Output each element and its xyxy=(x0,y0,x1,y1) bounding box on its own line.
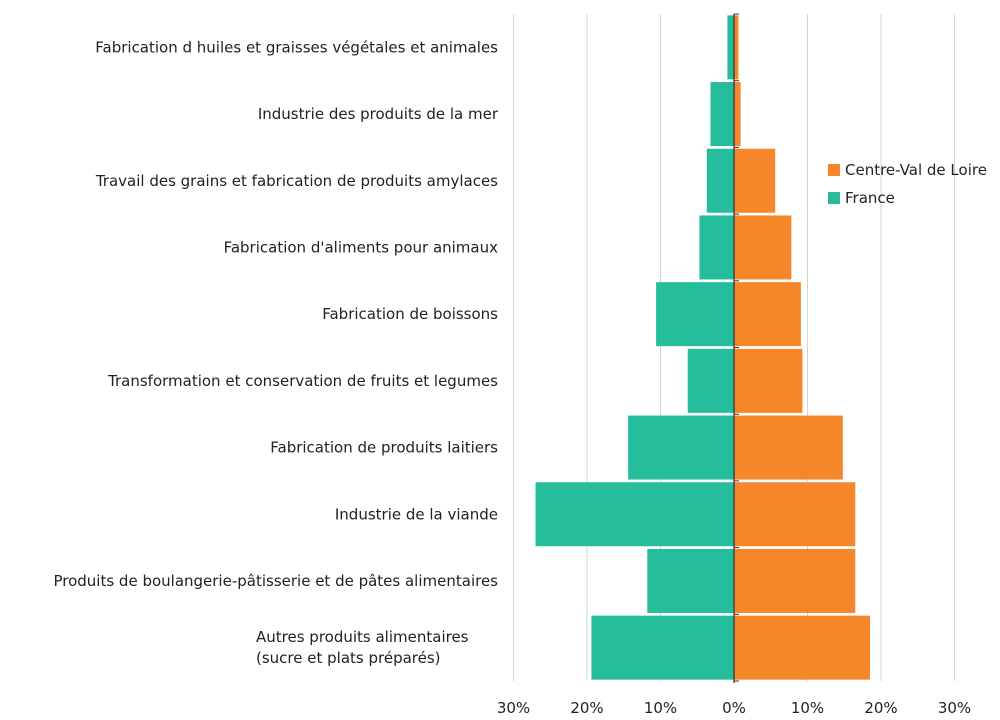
bar-centre-val-de-loire xyxy=(734,415,843,480)
category-label: (sucre et plats préparés) xyxy=(256,649,441,667)
bar-france xyxy=(656,282,734,347)
bar-centre-val-de-loire xyxy=(734,548,856,613)
bars xyxy=(535,15,870,680)
category-label: Travail des grains et fabrication de pro… xyxy=(95,172,498,190)
x-tick-label: 0% xyxy=(722,699,746,717)
category-label: Fabrication d huiles et graisses végétal… xyxy=(95,38,498,56)
legend: Centre-Val de Loire France xyxy=(828,161,987,207)
bar-france xyxy=(710,82,734,147)
bar-centre-val-de-loire xyxy=(734,482,856,547)
x-tick-label: 20% xyxy=(864,699,897,717)
x-tick-label: 30% xyxy=(497,699,530,717)
bar-france xyxy=(706,148,734,213)
bar-france xyxy=(535,482,734,547)
category-label: Autres produits alimentaires xyxy=(256,628,469,646)
bar-france xyxy=(699,215,734,280)
x-tick-label: 30% xyxy=(938,699,971,717)
category-label: Transformation et conservation de fruits… xyxy=(107,372,498,390)
legend-swatch xyxy=(828,164,840,176)
legend-label: Centre-Val de Loire xyxy=(845,161,987,179)
bar-france xyxy=(628,415,734,480)
x-tick-label: 20% xyxy=(570,699,603,717)
legend-swatch xyxy=(828,192,840,204)
category-labels: Fabrication d huiles et graisses végétal… xyxy=(53,38,498,667)
bar-centre-val-de-loire xyxy=(734,15,739,80)
bar-centre-val-de-loire xyxy=(734,215,792,280)
gridlines xyxy=(513,14,955,681)
bar-centre-val-de-loire xyxy=(734,615,870,680)
x-tick-label: 10% xyxy=(791,699,824,717)
category-label: Fabrication d'aliments pour animaux xyxy=(224,238,499,256)
category-label: Fabrication de boissons xyxy=(322,305,498,323)
center-axis xyxy=(733,13,739,683)
x-tick-labels: 30% 20% 10% 0% 10% 20% 30% xyxy=(497,699,971,717)
legend-label: France xyxy=(845,189,895,207)
bar-france xyxy=(687,348,734,413)
category-label: Industrie de la viande xyxy=(335,505,498,523)
category-label: Produits de boulangerie-pâtisserie et de… xyxy=(53,572,498,590)
bar-centre-val-de-loire xyxy=(734,82,741,147)
category-label: Fabrication de produits laitiers xyxy=(270,439,498,457)
x-tick-label: 10% xyxy=(644,699,677,717)
bar-centre-val-de-loire xyxy=(734,348,803,413)
bar-centre-val-de-loire xyxy=(734,282,801,347)
bar-france xyxy=(591,615,734,680)
bar-centre-val-de-loire xyxy=(734,148,776,213)
bar-france xyxy=(647,548,734,613)
category-label: Industrie des produits de la mer xyxy=(258,105,499,123)
bar-france xyxy=(727,15,734,80)
